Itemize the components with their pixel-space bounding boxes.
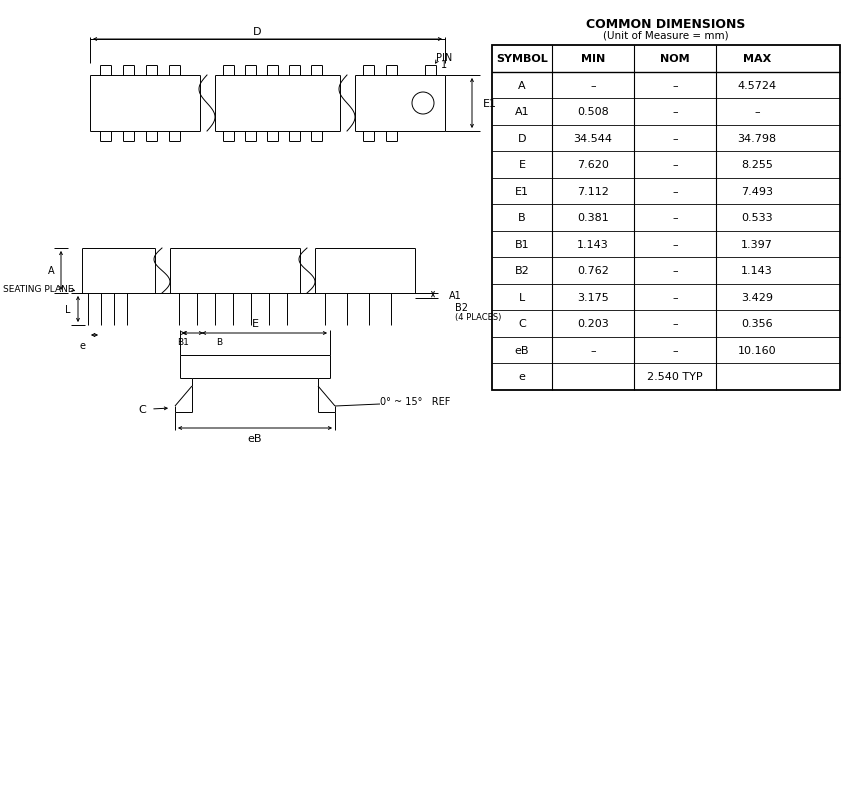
Text: 34.544: 34.544 [573, 133, 613, 144]
Text: –: – [672, 319, 678, 329]
Text: D: D [253, 27, 262, 37]
Text: L: L [519, 292, 525, 303]
Text: B1: B1 [515, 239, 529, 250]
Text: NOM: NOM [660, 54, 690, 64]
Text: MIN: MIN [581, 54, 605, 64]
Text: 8.255: 8.255 [741, 160, 773, 170]
Text: 10.160: 10.160 [738, 345, 776, 355]
Text: B: B [216, 338, 222, 347]
Text: L: L [66, 304, 71, 315]
Text: –: – [590, 345, 596, 355]
Text: eB: eB [515, 345, 529, 355]
Text: 1.143: 1.143 [577, 239, 609, 250]
Text: B: B [518, 213, 526, 223]
Text: 3.175: 3.175 [577, 292, 609, 303]
Text: –: – [590, 80, 596, 91]
Text: 7.620: 7.620 [577, 160, 609, 170]
Text: A: A [48, 266, 55, 276]
Text: 0.381: 0.381 [577, 213, 609, 223]
Text: 0° ~ 15°   REF: 0° ~ 15° REF [380, 397, 450, 406]
Text: 0.533: 0.533 [741, 213, 773, 223]
Text: C: C [138, 405, 146, 414]
Text: 1.143: 1.143 [741, 266, 773, 276]
Text: 4.5724: 4.5724 [738, 80, 776, 91]
Text: 0.356: 0.356 [741, 319, 773, 329]
Text: E1: E1 [483, 99, 497, 109]
Text: 1: 1 [441, 60, 447, 70]
Text: A1: A1 [515, 107, 529, 117]
Bar [492, 46, 840, 390]
Text: A1: A1 [449, 291, 462, 300]
Text: E1: E1 [515, 186, 529, 197]
Text: COMMON DIMENSIONS: COMMON DIMENSIONS [586, 18, 746, 31]
Text: 2.540 TYP: 2.540 TYP [648, 372, 703, 381]
Text: –: – [754, 107, 760, 117]
Text: E: E [519, 160, 526, 170]
Text: e: e [79, 340, 85, 351]
Text: E: E [251, 319, 258, 328]
Text: e: e [519, 372, 526, 381]
Text: SYMBOL: SYMBOL [496, 54, 548, 64]
Text: –: – [672, 345, 678, 355]
Text: D: D [518, 133, 527, 144]
Text: (4 PLACES): (4 PLACES) [455, 313, 501, 322]
Text: –: – [672, 292, 678, 303]
Text: –: – [672, 266, 678, 276]
Text: (Unit of Measure = mm): (Unit of Measure = mm) [603, 31, 728, 41]
Text: –: – [672, 239, 678, 250]
Text: –: – [672, 160, 678, 170]
Text: 7.493: 7.493 [741, 186, 773, 197]
Text: 7.112: 7.112 [577, 186, 609, 197]
Text: MAX: MAX [743, 54, 771, 64]
Text: 3.429: 3.429 [741, 292, 773, 303]
Text: –: – [672, 213, 678, 223]
Text: –: – [672, 80, 678, 91]
Text: B1: B1 [177, 338, 189, 347]
Text: SEATING PLANE: SEATING PLANE [3, 285, 73, 294]
Text: B2: B2 [515, 266, 529, 276]
Text: –: – [672, 186, 678, 197]
Text: –: – [672, 133, 678, 144]
Text: 1.397: 1.397 [741, 239, 773, 250]
Text: eB: eB [248, 434, 262, 443]
Text: 0.508: 0.508 [577, 107, 609, 117]
Text: 0.203: 0.203 [577, 319, 609, 329]
Text: –: – [672, 107, 678, 117]
Text: A: A [518, 80, 526, 91]
Text: C: C [518, 319, 526, 329]
Text: PIN: PIN [436, 53, 452, 63]
Text: 34.798: 34.798 [738, 133, 776, 144]
Text: 0.762: 0.762 [577, 266, 609, 276]
Text: B2: B2 [455, 303, 468, 312]
